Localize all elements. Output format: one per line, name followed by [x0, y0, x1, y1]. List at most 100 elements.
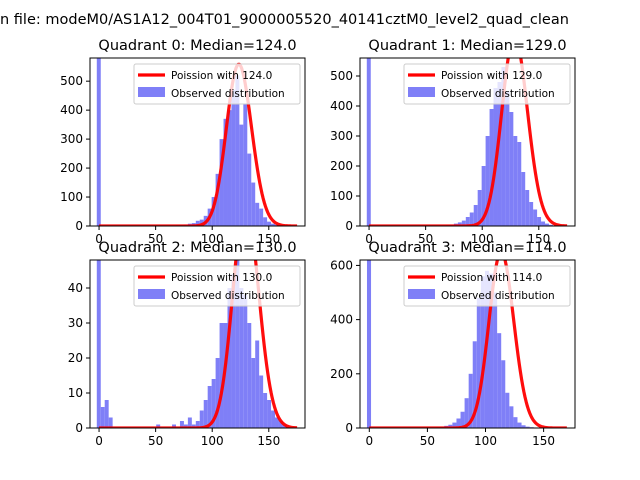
- histogram-bar: [251, 358, 256, 428]
- histogram-bar: [263, 393, 268, 428]
- legend-box: [133, 265, 301, 307]
- x-tick-label: 100: [471, 232, 494, 246]
- histogram-bar: [509, 406, 514, 428]
- histogram-bar: [247, 153, 252, 226]
- chart-panel: 0 50 100 150 0 10 20 30 40 Quadrant 2: Median=130…: [68, 240, 306, 448]
- histogram-bar: [275, 224, 279, 226]
- x-tick-label: 50: [420, 434, 435, 448]
- histogram-bar: [493, 292, 498, 428]
- histogram-bar: [227, 288, 232, 428]
- histogram-bar: [513, 417, 518, 428]
- histogram-bar: [480, 276, 485, 428]
- x-tick-label: 150: [257, 232, 280, 246]
- y-tick-label: 40: [68, 281, 83, 295]
- y-tick-label: 0: [345, 421, 353, 435]
- y-tick-label: 200: [330, 367, 353, 381]
- histogram-bar: [215, 173, 220, 226]
- legend-label-poisson: Poission with 129.0: [441, 70, 542, 82]
- histogram-bar: [509, 112, 514, 226]
- histogram-bar: [457, 222, 462, 226]
- histogram-bar: [259, 208, 264, 226]
- legend-bar-swatch: [138, 289, 165, 299]
- histogram-bar: [227, 110, 232, 226]
- histogram-bar: [191, 424, 196, 428]
- histogram-bar: [456, 418, 461, 428]
- histogram-bar: [259, 375, 264, 428]
- histogram-bar: [525, 426, 530, 428]
- x-tick-label: 50: [148, 434, 163, 448]
- poisson-line: [368, 260, 568, 428]
- histogram-bar: [460, 411, 465, 428]
- histogram-bar: [187, 417, 192, 428]
- y-tick-label: 100: [60, 190, 83, 204]
- y-tick-label: 0: [75, 219, 83, 233]
- chart-title: Quadrant 1: Median=129.0: [368, 38, 566, 54]
- histogram-bar: [489, 273, 494, 428]
- histogram-bar: [533, 209, 538, 226]
- legend-bar-swatch: [408, 289, 435, 299]
- histogram-bar: [199, 410, 204, 428]
- histogram-bar: [469, 212, 474, 226]
- x-tick-label: 0: [365, 232, 373, 246]
- legend-box: [403, 63, 571, 105]
- histogram-bar: [541, 221, 546, 226]
- histogram-bar: [195, 220, 200, 226]
- histogram-bar: [96, 260, 101, 428]
- histogram-bar: [513, 136, 518, 226]
- histogram-bar: [525, 190, 530, 226]
- x-tick-label: 0: [365, 434, 373, 448]
- histogram-bar: [251, 182, 256, 226]
- histogram-bar: [461, 220, 466, 226]
- x-tick-label: 100: [474, 434, 497, 448]
- legend-label-poisson: Poission with 130.0: [171, 272, 272, 284]
- histogram-bar: [505, 392, 510, 428]
- chart-panel: 0 50 100 150 0 100 200 300 400 500 Quadrant 0: Med…: [60, 38, 306, 246]
- histogram-bar: [179, 421, 184, 428]
- histogram-bar: [223, 118, 228, 226]
- histogram-bar: [267, 221, 272, 226]
- histogram-bar: [199, 219, 204, 226]
- x-tick-label: 0: [95, 232, 103, 246]
- x-tick-label: 50: [148, 232, 163, 246]
- chart-panel: 0 50 100 150 0 200 400 600 Quadrant 3: Median=11…: [330, 240, 576, 448]
- histogram-bar: [501, 67, 506, 226]
- histogram-bar: [156, 424, 161, 428]
- legend-bar-swatch: [138, 87, 165, 97]
- histogram-bar: [465, 217, 470, 226]
- histogram-bar: [219, 139, 224, 226]
- y-tick-label: 10: [68, 386, 83, 400]
- x-tick-label: 150: [257, 434, 280, 448]
- histogram-bar: [452, 422, 457, 428]
- axes-frame: [359, 57, 576, 227]
- y-tick-label: 500: [330, 69, 353, 83]
- histogram-bar: [476, 297, 481, 428]
- x-tick-label: 100: [201, 232, 224, 246]
- histogram-bar: [263, 217, 268, 226]
- y-tick-label: 200: [60, 161, 83, 175]
- histogram-bar: [521, 172, 526, 226]
- y-tick-label: 400: [60, 103, 83, 117]
- histogram-bar: [501, 360, 506, 428]
- histogram-bar: [247, 323, 252, 428]
- histogram-bar: [481, 166, 486, 226]
- x-tick-label: 50: [418, 232, 433, 246]
- legend-label-observed: Observed distribution: [171, 290, 285, 302]
- histogram-bar: [243, 295, 248, 428]
- histogram-bar: [255, 202, 260, 226]
- legend-label-observed: Observed distribution: [441, 88, 555, 100]
- histogram-bar: [203, 400, 208, 428]
- legend-label-observed: Observed distribution: [441, 290, 555, 302]
- axes-frame: [359, 259, 576, 429]
- y-tick-label: 300: [330, 129, 353, 143]
- y-tick-label: 100: [330, 189, 353, 203]
- legend-label-poisson: Poission with 114.0: [441, 272, 542, 284]
- y-tick-label: 200: [330, 159, 353, 173]
- legend-box: [403, 265, 571, 307]
- x-tick-label: 0: [95, 434, 103, 448]
- histogram-bar: [195, 421, 200, 428]
- legend-bar-swatch: [408, 87, 435, 97]
- histogram-bar: [271, 223, 276, 226]
- histogram-bar: [497, 333, 502, 428]
- histogram-bar: [472, 341, 477, 428]
